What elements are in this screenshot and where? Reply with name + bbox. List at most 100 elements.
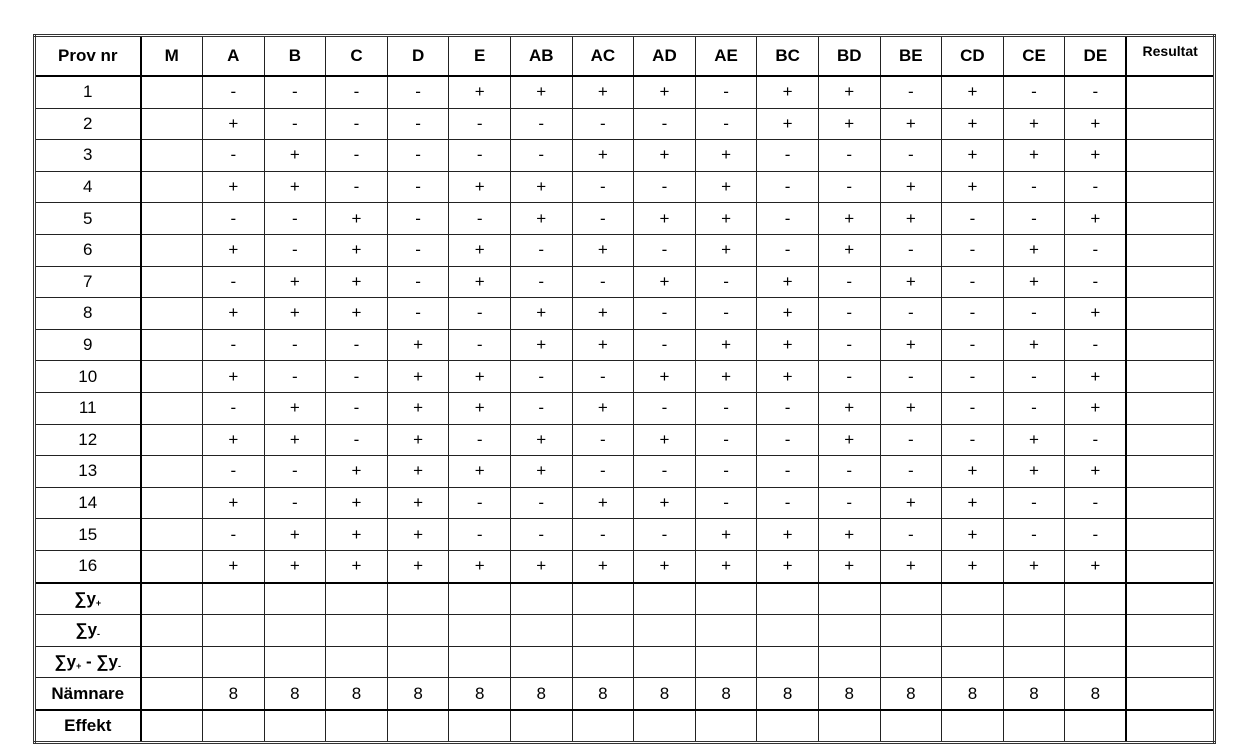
mean-cell <box>140 107 203 141</box>
sign-cell: - <box>509 265 573 299</box>
result-cell <box>1125 233 1215 267</box>
result-cell <box>1125 645 1215 679</box>
sign-cell: + <box>694 202 758 235</box>
sign-cell: + <box>1002 455 1066 488</box>
sign-cell: + <box>571 139 635 172</box>
column-header-b: B <box>263 35 327 77</box>
summary-value <box>633 645 696 679</box>
summary-value <box>817 709 881 744</box>
result-cell <box>1125 581 1215 616</box>
sign-cell: - <box>386 233 450 267</box>
sign-cell: - <box>325 107 388 141</box>
summary-value <box>1064 645 1128 679</box>
sign-cell: + <box>448 360 511 393</box>
summary-value <box>386 645 450 679</box>
summary-value <box>941 645 1004 679</box>
sign-cell: - <box>448 202 511 235</box>
sign-cell: + <box>386 360 450 393</box>
summary-value <box>694 645 758 679</box>
sign-cell: - <box>1064 518 1128 551</box>
sign-cell: - <box>263 75 327 109</box>
sign-cell: - <box>1064 75 1128 109</box>
summary-value <box>571 709 635 744</box>
summary-value: 8 <box>202 677 265 711</box>
sign-cell: + <box>448 75 511 109</box>
sign-cell: + <box>263 170 327 204</box>
sign-cell: - <box>817 455 881 488</box>
column-header-a: A <box>202 35 265 77</box>
sign-cell: - <box>202 328 265 362</box>
sign-cell: + <box>509 202 573 235</box>
sign-cell: + <box>633 423 696 457</box>
table-row: 13- - + + + + - - - - - - + + + <box>34 455 1215 488</box>
sign-cell: - <box>509 518 573 551</box>
sample-number: 2 <box>34 107 142 141</box>
result-cell <box>1125 265 1215 299</box>
result-cell <box>1125 391 1215 425</box>
sign-cell: - <box>571 202 635 235</box>
summary-label-text: ∑y <box>54 651 77 671</box>
sign-cell: - <box>386 297 450 330</box>
summary-value <box>694 581 758 616</box>
sign-cell: - <box>448 518 511 551</box>
summary-value <box>1002 614 1066 647</box>
summary-value: 8 <box>1002 677 1066 711</box>
sign-cell: + <box>879 486 943 520</box>
sign-cell: + <box>756 107 819 141</box>
sign-cell: - <box>202 518 265 551</box>
sign-cell: + <box>1064 297 1128 330</box>
table-row: 9- - - + - + + - + + - + - + - <box>34 328 1215 362</box>
sign-cell: - <box>263 107 327 141</box>
sign-cell: - <box>817 265 881 299</box>
summary-value <box>1064 581 1128 616</box>
sign-cell: + <box>1064 139 1128 172</box>
sign-cell: - <box>325 391 388 425</box>
sign-cell: - <box>448 139 511 172</box>
summary-value <box>571 581 635 616</box>
sign-cell: - <box>1002 297 1066 330</box>
mean-cell <box>140 297 203 330</box>
sign-cell: + <box>941 455 1004 488</box>
sign-cell: + <box>817 391 881 425</box>
sign-cell: - <box>1002 486 1066 520</box>
summary-value <box>448 581 511 616</box>
sign-cell: + <box>202 233 265 267</box>
sign-cell: - <box>633 455 696 488</box>
sign-cell: + <box>263 549 327 584</box>
sign-cell: - <box>879 360 943 393</box>
sign-cell: - <box>448 486 511 520</box>
sign-cell: + <box>509 75 573 109</box>
sign-cell: + <box>941 170 1004 204</box>
summary-value <box>448 709 511 744</box>
sign-cell: - <box>941 328 1004 362</box>
sign-cell: - <box>325 170 388 204</box>
summary-value <box>817 645 881 679</box>
sign-cell: + <box>1064 455 1128 488</box>
sign-cell: - <box>325 360 388 393</box>
sign-cell: + <box>386 455 450 488</box>
table-row: 7- + + - + - - + - + - + - + - <box>34 265 1215 299</box>
sign-cell: + <box>756 549 819 584</box>
mean-cell <box>140 518 203 551</box>
sign-cell: - <box>941 297 1004 330</box>
sign-cell: + <box>325 455 388 488</box>
sign-cell: - <box>879 297 943 330</box>
table-row: 14 + - + + - - + + - - - + + - - <box>34 486 1215 520</box>
summary-value <box>879 645 943 679</box>
sign-cell: + <box>509 423 573 457</box>
summary-value: 8 <box>386 677 450 711</box>
table-row: 4 + + - - + + - - + - - + + - - <box>34 170 1215 204</box>
sign-cell: + <box>448 549 511 584</box>
summary-value <box>756 614 819 647</box>
summary-value <box>633 581 696 616</box>
sign-cell: - <box>509 233 573 267</box>
summary-label-sub: + <box>95 597 102 608</box>
summary-value: 8 <box>571 677 635 711</box>
summary-row: ∑y+ <box>34 581 1215 616</box>
sign-cell: + <box>817 518 881 551</box>
result-cell <box>1125 709 1215 744</box>
summary-row: ∑y+ - ∑y- <box>34 645 1215 679</box>
sign-cell: + <box>325 486 388 520</box>
sign-cell: - <box>633 107 696 141</box>
sign-cell: + <box>263 518 327 551</box>
